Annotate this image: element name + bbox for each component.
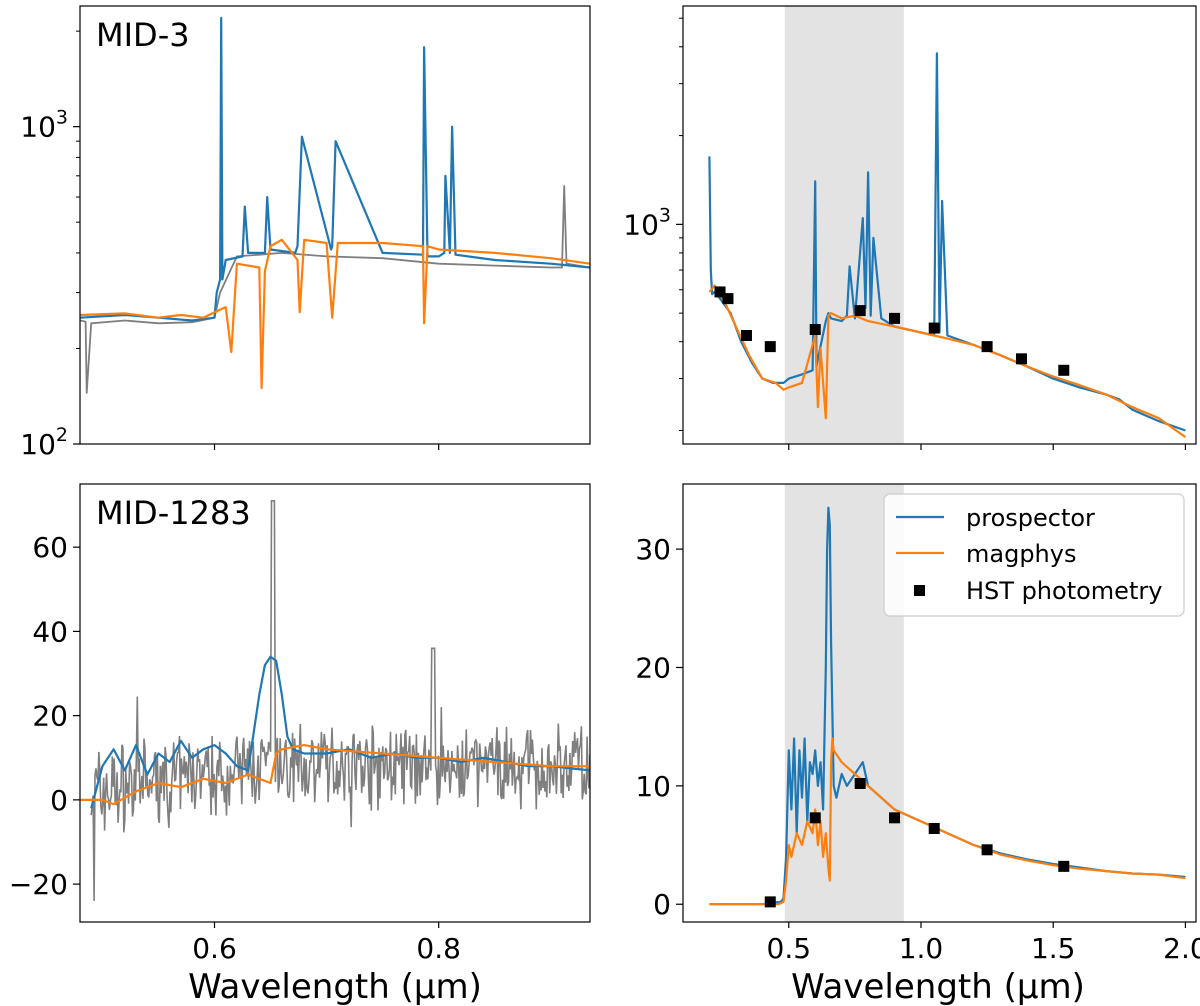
y-tick-label: 40: [32, 615, 68, 648]
hst-photometry-point: [928, 822, 940, 834]
panel-sed-bottom: 0.5 1.0 1.5 2.0 0 10 20 30 Wavelength (μm) pros…: [635, 483, 1200, 1006]
series-prospector: [708, 52, 1186, 432]
hst-photometry-point: [722, 293, 734, 305]
hst-photometry-point: [981, 844, 993, 856]
x-tick-label: 2.0: [1163, 932, 1200, 965]
series-magphys: [708, 284, 1187, 438]
series-prospector: [80, 16, 590, 322]
x-tick-label: 0.8: [416, 932, 461, 965]
y-tick-label: 102: [20, 424, 68, 461]
x-tick-label: 0.5: [767, 932, 812, 965]
x-tick-label: 1.5: [1031, 932, 1076, 965]
hst-photometry-point: [1058, 860, 1070, 872]
x-axis-label: Wavelength (μm): [188, 967, 482, 1006]
series-magphys: [80, 238, 590, 390]
hst-photometry-point: [1058, 364, 1070, 376]
y-tick-label: 20: [635, 651, 671, 684]
legend-box: [883, 493, 1185, 617]
panel-sed-top: 103: [623, 5, 1197, 450]
hst-photometry-point: [714, 286, 726, 298]
legend-label-magphys: magphys: [966, 540, 1076, 568]
hst-photometry-point: [809, 812, 821, 824]
series-magphys: [80, 743, 590, 806]
series-data-noise: [90, 499, 590, 901]
panel-mid-1283: 0.6 0.8 −20 0 20 40 60 MID-1283 Wavelength (μm…: [9, 483, 591, 1006]
panel-mid-3: 102 103 MID-3: [20, 5, 591, 461]
y-tick-label: 10: [635, 770, 671, 803]
hst-photometry-point: [981, 341, 993, 353]
hst-photometry-point: [764, 341, 776, 353]
legend: prospector magphys HST photometry: [883, 493, 1185, 617]
y-tick-label: 60: [32, 531, 68, 564]
y-tick-label: 20: [32, 700, 68, 733]
panel-label-mid-1283: MID-1283: [96, 494, 251, 532]
legend-label-hst-photometry: HST photometry: [966, 577, 1162, 605]
axes-frame: [79, 483, 591, 923]
series-magphys: [709, 737, 1186, 906]
legend-label-prospector: prospector: [966, 504, 1095, 532]
x-tick-label: 0.6: [192, 932, 237, 965]
axes-frame: [79, 5, 591, 445]
legend-swatch-hst-photometry: [914, 585, 925, 596]
y-tick-label: 0: [50, 784, 68, 817]
hst-photometry-point: [764, 896, 776, 908]
hst-photometry-point: [889, 312, 901, 324]
axes-frame: [682, 5, 1197, 445]
x-tick-label: 1.0: [899, 932, 944, 965]
y-tick-label: −20: [9, 868, 68, 901]
panel-label-mid-3: MID-3: [96, 16, 190, 54]
hst-photometry-point: [854, 777, 866, 789]
hst-photometry-point: [889, 812, 901, 824]
hst-photometry-point: [928, 322, 940, 334]
axes-frame: [682, 483, 1197, 923]
y-tick-label: 0: [653, 888, 671, 921]
hst-photometry-point: [1015, 353, 1027, 365]
hst-photometry-point: [854, 305, 866, 317]
series-data: [80, 185, 590, 394]
hst-photometry-point: [740, 329, 752, 341]
y-tick-label: 103: [623, 204, 671, 241]
y-tick-label: 30: [635, 533, 671, 566]
hst-photometry-point: [809, 324, 821, 336]
x-axis-label: Wavelength (μm): [791, 967, 1085, 1006]
y-tick-label: 103: [20, 107, 68, 144]
